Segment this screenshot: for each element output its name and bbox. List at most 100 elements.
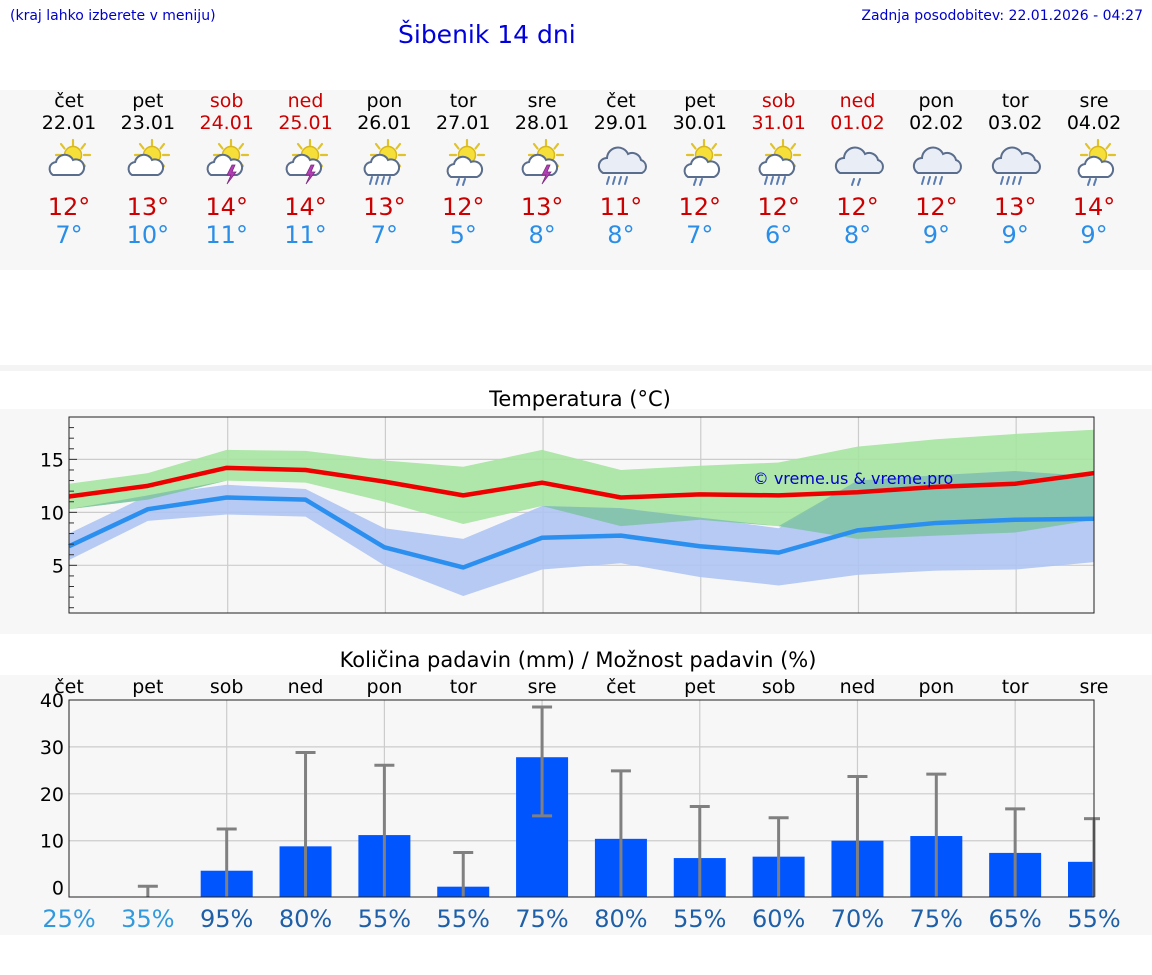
- sun-cloud-rain-icon: [1077, 138, 1117, 186]
- day-name: čet: [606, 90, 636, 112]
- precipitation-chance: 55%: [673, 905, 726, 933]
- max-temperature: 14°: [284, 193, 327, 221]
- max-temperature: 13°: [126, 193, 170, 221]
- watermark-text: © vreme.us & vreme.pro: [753, 469, 954, 488]
- cloud-shape: [1077, 155, 1115, 178]
- precipitation-chance: 80%: [279, 905, 332, 933]
- day-column: ned 01.02 12° 8°: [819, 90, 897, 249]
- precipitation-chance: 55%: [358, 905, 411, 933]
- day-date: 01.02: [830, 112, 885, 134]
- min-temperature: 8°: [607, 221, 635, 249]
- sun-cloud-rain-icon: [683, 138, 722, 186]
- precipitation-chance: 75%: [515, 905, 568, 933]
- precipitation-chance: 65%: [988, 905, 1041, 933]
- precipitation-chance: 75%: [910, 905, 963, 933]
- location-menu-hint[interactable]: (kraj lahko izberete v meniju): [10, 8, 216, 24]
- min-temperature: 7°: [55, 221, 83, 249]
- day-column: sob 24.01 14° 11°: [188, 90, 266, 249]
- category-label: pon: [918, 676, 954, 698]
- day-name: ned: [287, 90, 324, 112]
- day-date: 23.01: [120, 112, 176, 134]
- daily-forecast-panel: [0, 90, 1152, 270]
- day-date: 27.01: [436, 112, 491, 134]
- category-label: pon: [367, 676, 403, 698]
- y-tick-label: 30: [40, 737, 64, 759]
- sun-cloud-thunder-icon: [285, 138, 328, 185]
- sun-cloud-heavy-rain-icon: [758, 138, 801, 185]
- sun-cloud-heavy-rain-icon: [363, 138, 407, 185]
- day-column: pon 02.02 12° 9°: [897, 90, 975, 249]
- max-temperature: 14°: [205, 193, 248, 221]
- day-name: pon: [366, 90, 403, 112]
- day-date: 04.02: [1066, 112, 1122, 134]
- day-name: sre: [527, 90, 557, 112]
- thunder-bolt: [541, 164, 552, 185]
- cloud-shape: [48, 153, 86, 176]
- temperature-plot-frame: [68, 416, 1095, 614]
- panel-divider: [0, 365, 1152, 371]
- day-name: čet: [54, 90, 84, 112]
- max-temperature: 12°: [47, 193, 91, 221]
- day-date: 25.01: [278, 112, 333, 134]
- thunder-bolt: [226, 164, 237, 185]
- cloud-shape: [521, 153, 559, 176]
- max-temperature: 12°: [678, 193, 722, 221]
- day-name: sob: [209, 90, 244, 112]
- min-temperature: 7°: [370, 221, 399, 249]
- cloud-shape: [363, 153, 401, 176]
- day-name: pet: [684, 90, 716, 112]
- max-temperature: 13°: [993, 193, 1037, 221]
- cloud-shape: [992, 146, 1042, 174]
- partly-cloudy-icon: [127, 138, 170, 176]
- min-temperature: 7°: [686, 221, 714, 249]
- day-column: čet 29.01 11° 8°: [582, 90, 660, 249]
- category-label: sob: [762, 676, 796, 698]
- min-temperature: 6°: [765, 221, 793, 249]
- precipitation-chance: 80%: [594, 905, 647, 933]
- category-label: čet: [606, 676, 636, 698]
- y-tick-label: 20: [40, 784, 64, 806]
- day-name: ned: [839, 90, 876, 112]
- precipitation-chance: 95%: [200, 905, 253, 933]
- y-tick-label: 15: [40, 449, 64, 471]
- day-date: 28.01: [514, 112, 570, 134]
- day-column: sre 04.02 14° 9°: [1055, 90, 1133, 249]
- max-temperature: 13°: [520, 193, 564, 221]
- day-date: 24.01: [199, 112, 254, 134]
- y-tick-label: 5: [52, 555, 64, 577]
- day-name: tor: [449, 90, 477, 112]
- day-column: pet 23.01 13° 10°: [109, 90, 187, 249]
- day-date: 31.01: [751, 112, 806, 134]
- cloud-rain-icon: [834, 146, 884, 186]
- partly-cloudy-icon: [48, 138, 92, 176]
- cloud-heavy-rain-icon: [597, 146, 647, 185]
- min-temperature: 9°: [1080, 221, 1108, 249]
- day-date: 30.01: [672, 112, 727, 134]
- cloud-shape: [834, 146, 884, 174]
- y-tick-label: 40: [40, 690, 64, 712]
- max-temperature: 12°: [915, 193, 958, 221]
- y-tick-label: 10: [40, 831, 64, 853]
- max-temperature: 11°: [599, 193, 643, 221]
- min-temperature: 8°: [843, 221, 872, 249]
- cloud-shape: [597, 146, 647, 174]
- sun-cloud-thunder-icon: [521, 138, 565, 185]
- cloud-heavy-rain-icon: [913, 146, 963, 185]
- day-name: sob: [761, 90, 796, 112]
- day-column: pon 26.01 13° 7°: [345, 90, 423, 249]
- cloud-shape: [127, 153, 164, 176]
- day-date: 03.02: [987, 112, 1043, 134]
- cloud-shape: [758, 153, 795, 176]
- category-label: ned: [840, 676, 876, 698]
- tmax-line: [68, 465, 1095, 500]
- category-label: tor: [450, 676, 477, 698]
- precipitation-chance: 55%: [437, 905, 490, 933]
- day-name: sre: [1079, 90, 1109, 112]
- precipitation-chance: 25%: [42, 905, 95, 933]
- thunder-bolt: [304, 164, 316, 185]
- cloud-shape: [913, 146, 963, 174]
- category-label: čet: [54, 676, 84, 698]
- max-temperature: 13°: [363, 193, 406, 221]
- last-update-text: Zadnja posodobitev: 22.01.2026 - 04:27: [861, 8, 1143, 24]
